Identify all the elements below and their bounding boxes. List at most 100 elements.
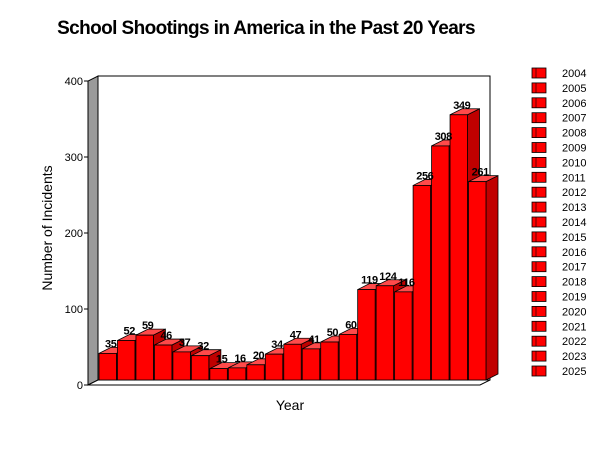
x-axis-label: Year	[276, 397, 305, 413]
legend-item: 2019	[531, 291, 586, 304]
legend-label: 2015	[562, 232, 586, 244]
bar-front	[412, 185, 431, 381]
bar-front	[135, 334, 154, 381]
legend-swatch	[531, 246, 547, 258]
legend-label: 2009	[562, 143, 586, 155]
bar-front	[394, 291, 413, 381]
bar-front	[227, 367, 247, 381]
bar-front	[357, 289, 376, 381]
legend-swatch	[531, 201, 547, 213]
legend-item: 2018	[531, 276, 586, 289]
legend-item: 2005	[531, 82, 586, 95]
data-label: 60	[345, 319, 357, 331]
legend-label: 2018	[562, 277, 586, 289]
bar-front	[117, 340, 136, 381]
data-label: 52	[123, 325, 135, 337]
legend-swatch	[531, 291, 547, 302]
legend-swatch	[531, 261, 547, 273]
data-label: 32	[197, 341, 209, 353]
legend-item: 2008	[531, 127, 586, 140]
legend-label: 2017	[562, 262, 586, 274]
bar-side	[485, 174, 499, 381]
data-label: 47	[290, 329, 302, 341]
data-label: 124	[379, 271, 397, 283]
legend-label: 2012	[562, 187, 586, 199]
legend-item: 2007	[531, 112, 586, 125]
legend-item: 2023	[531, 350, 586, 363]
legend-item: 2012	[531, 186, 586, 199]
legend-label: 2019	[562, 292, 586, 304]
data-label: 20	[253, 350, 265, 362]
bar-series	[98, 108, 499, 381]
legend-swatch	[531, 335, 547, 347]
legend-label: 2005	[562, 83, 586, 95]
legend-swatch	[531, 156, 547, 168]
bar-front	[98, 352, 117, 381]
legend-item: 2009	[531, 142, 586, 155]
legend-item: 2014	[531, 216, 586, 229]
legend-label: 2011	[562, 172, 586, 184]
y-tick-label: 100	[65, 304, 83, 316]
legend-swatch	[531, 350, 547, 362]
legend-item: 2011	[531, 171, 586, 184]
legend-item: 2017	[531, 261, 586, 274]
legend-swatch	[531, 305, 547, 317]
y-tick-label: 0	[77, 380, 83, 392]
bar-front	[468, 181, 487, 381]
legend-label: 2004	[562, 68, 586, 80]
legend-item: 2021	[531, 320, 586, 333]
legend: 2004 2005 2006 2007 2008 2009 2010 2011 2012 2013…	[531, 67, 586, 378]
data-label: 35	[105, 338, 117, 350]
legend-swatch	[531, 97, 547, 109]
bar-front	[431, 145, 450, 381]
bar	[468, 174, 499, 381]
legend-item: 2025	[531, 365, 586, 378]
data-label: 349	[453, 100, 470, 112]
legend-swatch	[531, 82, 547, 94]
legend-swatch	[531, 112, 547, 124]
data-label: 15	[216, 354, 228, 366]
legend-swatch	[531, 231, 547, 243]
bar-front	[209, 368, 228, 381]
bar-front	[264, 353, 284, 381]
legend-item: 2013	[531, 201, 586, 214]
y-tick-label: 400	[65, 76, 83, 88]
bar-front	[246, 364, 265, 381]
legend-label: 2021	[562, 321, 586, 333]
legend-label: 2008	[562, 128, 586, 140]
data-label: 46	[160, 330, 172, 342]
data-label: 16	[234, 353, 246, 365]
legend-item: 2010	[531, 156, 586, 169]
legend-item: 2016	[531, 246, 586, 259]
legend-label: 2025	[562, 366, 586, 378]
y-tick-label: 300	[65, 152, 83, 164]
y-axis: 0 100 200 300 400	[65, 76, 88, 392]
legend-item: 2022	[531, 335, 586, 348]
data-label: 261	[472, 167, 489, 179]
bar-front	[449, 114, 468, 381]
legend-swatch	[531, 142, 547, 153]
chart-title: School Shootings in America in the Past …	[57, 18, 475, 39]
data-label: 34	[271, 339, 284, 351]
legend-label: 2010	[562, 157, 586, 169]
legend-swatch	[531, 186, 547, 198]
legend-label: 2020	[562, 306, 586, 318]
bar-front	[190, 355, 210, 381]
bar-front	[172, 351, 191, 381]
legend-item: 2020	[531, 305, 586, 318]
bar-front	[375, 285, 395, 381]
bar-front	[320, 341, 339, 381]
legend-label: 2014	[562, 217, 586, 229]
legend-label: 2016	[562, 247, 586, 259]
legend-swatch	[531, 216, 547, 228]
legend-item: 2015	[531, 231, 586, 244]
legend-label: 2022	[562, 336, 586, 348]
data-label: 119	[361, 275, 378, 287]
legend-swatch	[531, 276, 547, 288]
legend-label: 2007	[562, 113, 586, 125]
data-label: 41	[308, 334, 320, 346]
data-label: 308	[435, 131, 452, 143]
y-tick-label: 200	[65, 228, 83, 240]
